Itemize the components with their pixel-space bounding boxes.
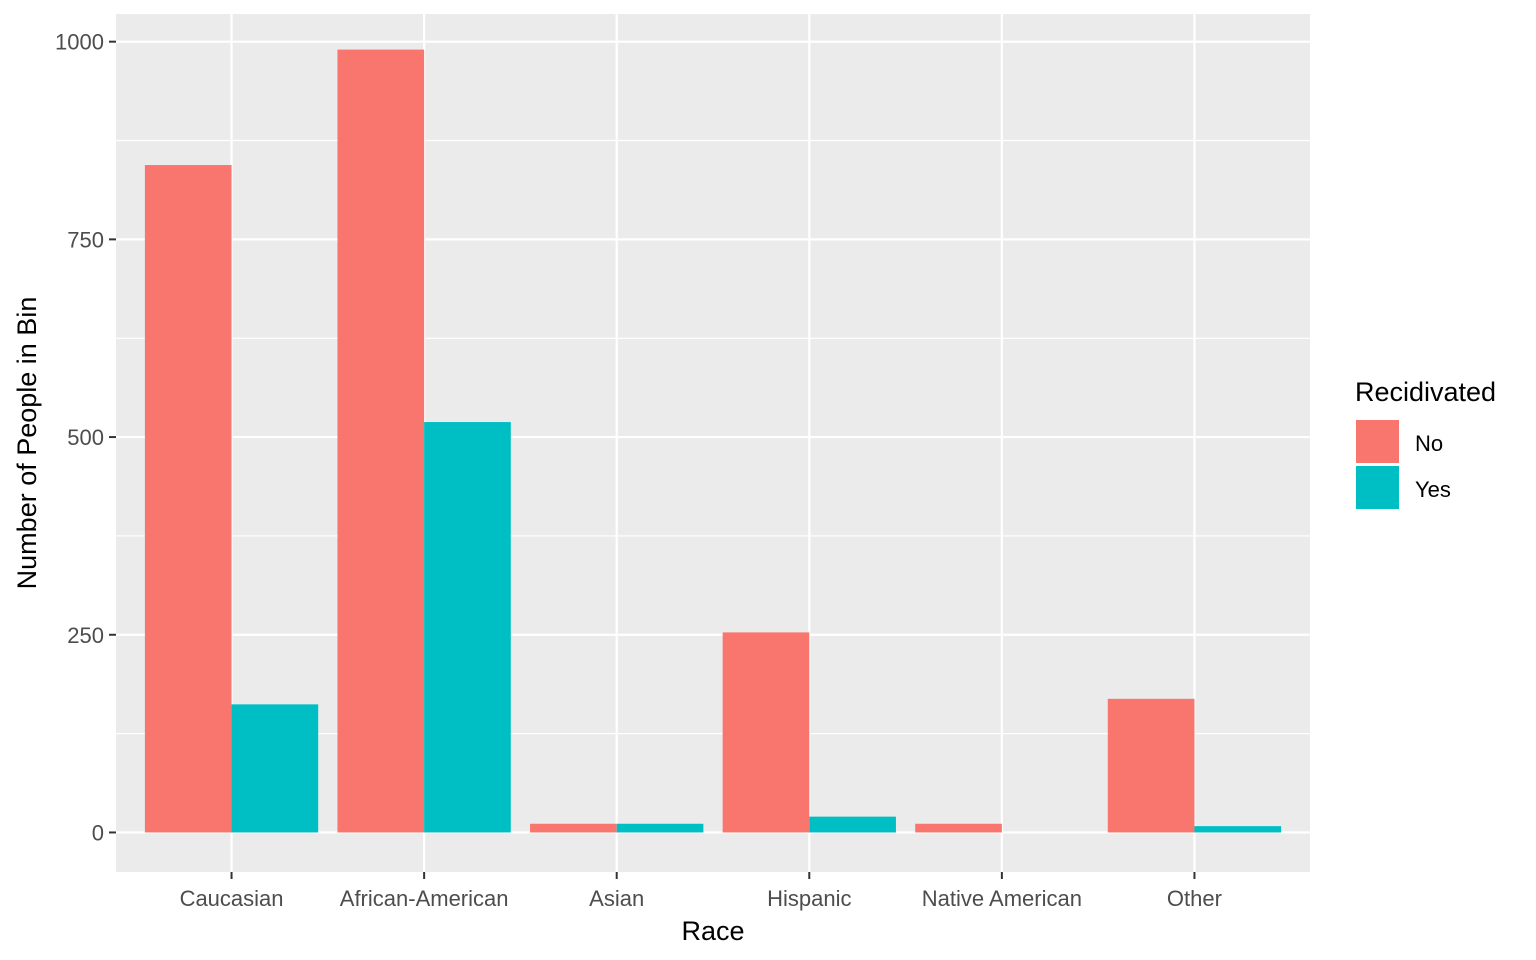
legend-label-no: No [1415,431,1443,456]
bar-no-native-american [915,823,1002,833]
bar-yes-hispanic [809,816,896,833]
bar-no-african-american [337,49,425,833]
y-axis: 0 250 500 750 1000 [55,30,116,845]
x-tick-label: Asian [589,886,644,911]
bar-yes-other [1194,826,1282,833]
bar-no-caucasian [144,165,232,833]
y-tick-label: 750 [67,227,104,252]
y-tick-label: 1000 [55,30,104,55]
x-tick-label: Hispanic [767,886,851,911]
bars [144,49,1282,833]
y-tick-label: 250 [67,623,104,648]
bar-no-hispanic [722,632,810,833]
x-axis-title: Race [681,916,744,946]
x-tick-label: African-American [340,886,509,911]
bar-no-other [1107,698,1195,833]
x-axis: Caucasian African-American Asian Hispanic Na… [180,872,1222,911]
bar-yes-african-american [424,422,511,833]
y-axis-title: Number of People in Bin [12,297,42,590]
bar-no-asian [530,823,617,833]
legend-label-yes: Yes [1415,477,1451,502]
x-tick-label: Native American [922,886,1082,911]
legend-swatch-yes [1356,466,1399,509]
y-tick-label: 0 [92,820,104,845]
legend: Recidivated No Yes [1355,377,1496,509]
legend-swatch-no [1356,420,1399,463]
x-tick-label: Caucasian [180,886,284,911]
bar-yes-caucasian [231,704,319,833]
bar-yes-asian [616,823,704,833]
y-tick-label: 500 [67,425,104,450]
legend-title: Recidivated [1355,377,1496,407]
x-tick-label: Other [1167,886,1222,911]
